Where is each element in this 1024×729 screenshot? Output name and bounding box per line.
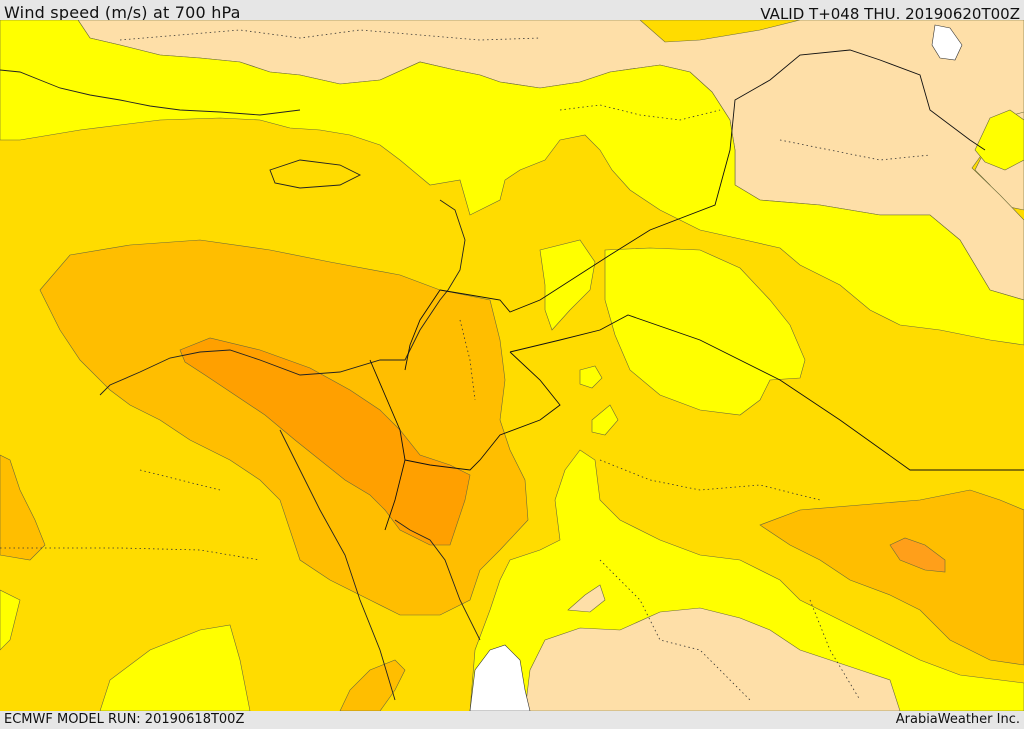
wind-band-3-south [339,659,406,711]
wind-band-3-west [0,454,46,561]
wind-band-3-east [759,489,1024,666]
wind-band-1-southwest [99,624,251,711]
wind-band-1-east-island [974,109,1024,171]
low-wind-area-north [70,20,1024,211]
footer-bar: ECMWF MODEL RUN: 20190618T00Z ArabiaWeat… [0,711,1024,729]
country-borders [369,49,1024,531]
wind-band-1-small-blob [591,404,619,436]
uncovered-lake [931,24,963,61]
model-run: ECMWF MODEL RUN: 20190618T00Z [4,712,245,727]
header-bar: Wind speed (m/s) at 700 hPa VALID T+048 … [0,0,1024,23]
wind-band-1-small-blob-2 [579,365,603,389]
low-wind-area-small [567,584,606,613]
uncovered-sea-south [469,644,531,711]
credit: ArabiaWeather Inc. [895,712,1020,727]
wind-band-1-central-strip [539,239,596,331]
internal-boundaries [0,29,931,701]
coastline-mediterranean [0,69,466,396]
map-title: Wind speed (m/s) at 700 hPa [4,3,241,22]
wind-band-1-west-edge [0,589,21,651]
wind-speed-map [0,20,1024,711]
coastline-red-sea [279,429,481,701]
wind-band-1-north [0,20,1024,346]
wind-band-4-core [179,337,471,546]
low-wind-area-south [524,607,901,711]
wind-band-1-east [604,247,806,416]
wind-band-4-east [889,537,946,573]
valid-time: VALID T+048 THU. 20190620T00Z [760,5,1020,23]
